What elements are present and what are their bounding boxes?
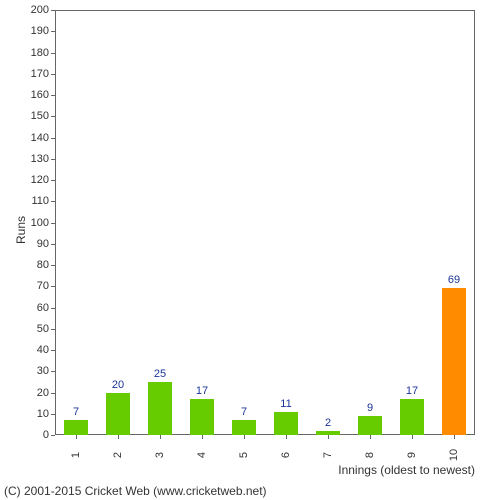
ytick-label: 40	[25, 344, 49, 356]
plot-area	[55, 10, 475, 435]
xtick-label: 1	[70, 452, 82, 458]
ytick-mark	[51, 308, 55, 309]
ytick-mark	[51, 265, 55, 266]
ytick-mark	[51, 414, 55, 415]
ytick-label: 170	[25, 68, 49, 80]
xtick-label: 5	[238, 452, 250, 458]
ytick-mark	[51, 350, 55, 351]
bar-value-label: 7	[241, 406, 247, 418]
ytick-label: 50	[25, 323, 49, 335]
ytick-label: 80	[25, 259, 49, 271]
y-axis-label: Runs	[14, 215, 28, 243]
bar	[64, 420, 87, 435]
bar	[400, 399, 423, 435]
xtick-label: 2	[112, 452, 124, 458]
xtick-mark	[412, 435, 413, 439]
xtick-mark	[328, 435, 329, 439]
x-axis-label: Innings (oldest to newest)	[338, 463, 475, 477]
xtick-label: 6	[280, 452, 292, 458]
bar-value-label: 7	[73, 406, 79, 418]
ytick-label: 100	[25, 217, 49, 229]
bar-value-label: 2	[325, 417, 331, 429]
copyright-text: (C) 2001-2015 Cricket Web (www.cricketwe…	[4, 484, 267, 498]
ytick-label: 200	[25, 4, 49, 16]
ytick-mark	[51, 31, 55, 32]
chart-container: 0102030405060708090100110120130140150160…	[0, 0, 500, 500]
bar	[148, 382, 171, 435]
bar-value-label: 17	[406, 385, 418, 397]
bar	[232, 420, 255, 435]
ytick-label: 140	[25, 132, 49, 144]
ytick-label: 10	[25, 408, 49, 420]
ytick-label: 60	[25, 302, 49, 314]
xtick-label: 9	[406, 452, 418, 458]
ytick-label: 30	[25, 365, 49, 377]
ytick-mark	[51, 435, 55, 436]
bar-value-label: 17	[196, 385, 208, 397]
ytick-mark	[51, 180, 55, 181]
ytick-mark	[51, 10, 55, 11]
ytick-label: 160	[25, 89, 49, 101]
xtick-label: 7	[322, 452, 334, 458]
ytick-label: 190	[25, 25, 49, 37]
xtick-mark	[118, 435, 119, 439]
xtick-mark	[160, 435, 161, 439]
xtick-label: 4	[196, 452, 208, 458]
xtick-mark	[454, 435, 455, 439]
bar-value-label: 11	[280, 398, 291, 410]
xtick-mark	[202, 435, 203, 439]
ytick-mark	[51, 244, 55, 245]
ytick-label: 20	[25, 387, 49, 399]
bar	[106, 393, 129, 436]
ytick-mark	[51, 159, 55, 160]
ytick-mark	[51, 116, 55, 117]
ytick-label: 90	[25, 238, 49, 250]
xtick-label: 10	[448, 449, 460, 461]
bar	[190, 399, 213, 435]
ytick-mark	[51, 371, 55, 372]
ytick-label: 180	[25, 47, 49, 59]
ytick-label: 120	[25, 174, 49, 186]
ytick-mark	[51, 201, 55, 202]
ytick-label: 0	[25, 429, 49, 441]
ytick-mark	[51, 393, 55, 394]
xtick-mark	[370, 435, 371, 439]
xtick-label: 8	[364, 452, 376, 458]
bar-value-label: 69	[448, 274, 460, 286]
bar	[316, 431, 339, 435]
ytick-label: 70	[25, 280, 49, 292]
xtick-mark	[76, 435, 77, 439]
ytick-label: 110	[25, 195, 49, 207]
ytick-label: 150	[25, 110, 49, 122]
bar-value-label: 25	[154, 368, 166, 380]
bar	[442, 288, 465, 435]
ytick-label: 130	[25, 153, 49, 165]
bar	[274, 412, 297, 435]
ytick-mark	[51, 138, 55, 139]
bar-value-label: 20	[112, 379, 124, 391]
xtick-mark	[244, 435, 245, 439]
bar	[358, 416, 381, 435]
xtick-mark	[286, 435, 287, 439]
ytick-mark	[51, 286, 55, 287]
xtick-label: 3	[154, 452, 166, 458]
ytick-mark	[51, 74, 55, 75]
ytick-mark	[51, 95, 55, 96]
bar-value-label: 9	[367, 402, 373, 414]
ytick-mark	[51, 53, 55, 54]
ytick-mark	[51, 329, 55, 330]
ytick-mark	[51, 223, 55, 224]
